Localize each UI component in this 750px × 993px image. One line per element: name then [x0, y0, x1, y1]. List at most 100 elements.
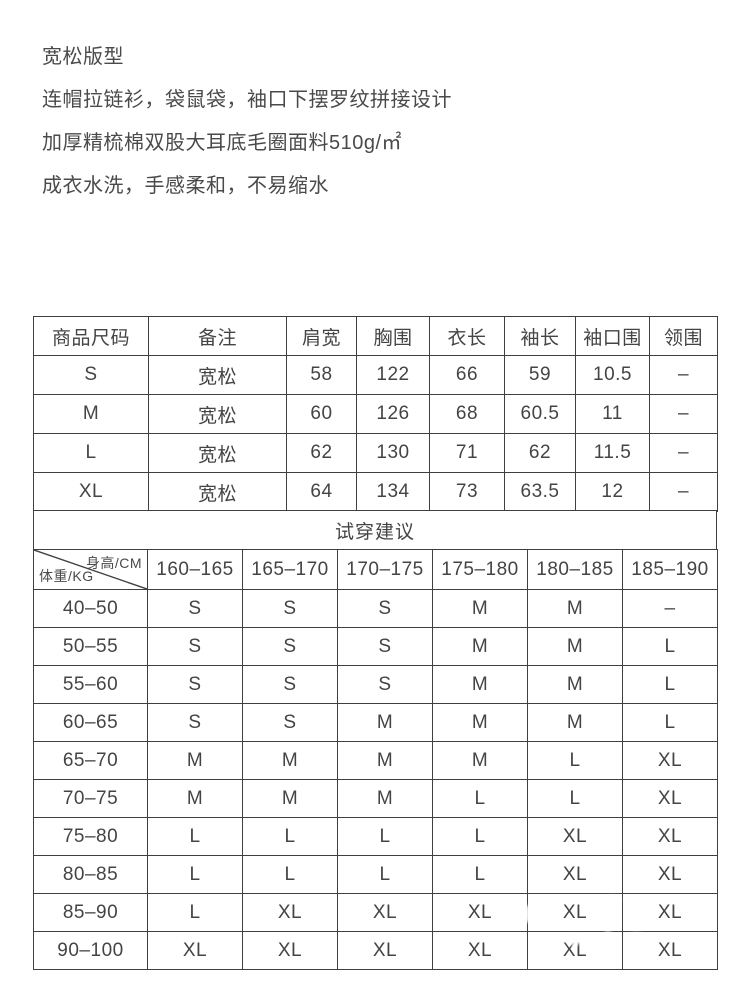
recommended-size-cell: L	[432, 817, 528, 856]
fit-advice-title: 试穿建议	[33, 510, 717, 550]
recommended-size-cell: L	[337, 855, 433, 894]
size-cell: 宽松	[148, 394, 287, 434]
fit-row: 55–60 S S S M M L	[33, 665, 718, 704]
size-chart-header-row: 商品尺码 备注 肩宽 胸围 衣长 袖长 袖口围 领围	[33, 316, 718, 356]
recommended-size-cell: XL	[527, 817, 623, 856]
recommended-size-cell: L	[622, 665, 718, 704]
recommended-size-cell: S	[147, 627, 243, 666]
height-range-header: 185–190	[622, 549, 718, 590]
size-cell: S	[33, 355, 149, 395]
fit-advice-body: 40–50 S S S M M –50–55 S S S M M L 55–60 S S S M M L 60–65 S S…	[33, 589, 718, 970]
fit-row: 50–55 S S S M M L	[33, 627, 718, 666]
recommended-size-cell: L	[622, 627, 718, 666]
recommended-size-cell: M	[432, 665, 528, 704]
recommended-size-cell: L	[527, 779, 623, 818]
size-cell: 126	[356, 394, 430, 434]
size-cell: –	[649, 433, 718, 473]
size-col-header: 衣长	[429, 316, 505, 356]
size-row: L 宽松 62 130 71 62 11.5–	[33, 433, 718, 473]
recommended-size-cell: M	[432, 741, 528, 780]
recommended-size-cell: S	[147, 665, 243, 704]
recommended-size-cell: L	[242, 855, 338, 894]
weight-range-cell: 90–100	[33, 931, 148, 970]
recommended-size-cell: S	[147, 589, 243, 628]
recommended-size-cell: L	[147, 817, 243, 856]
recommended-size-cell: XL	[622, 893, 718, 932]
recommended-size-cell: XL	[432, 893, 528, 932]
weight-range-cell: 70–75	[33, 779, 148, 818]
fit-row: 85–90 L XL XL XL XL XL	[33, 893, 718, 932]
fit-corner-cell: 身高/CM 体重/KG	[33, 549, 148, 590]
size-cell: 58	[286, 355, 357, 395]
size-col-header: 备注	[148, 316, 287, 356]
recommended-size-cell: S	[337, 665, 433, 704]
recommended-size-cell: S	[242, 703, 338, 742]
product-description: 宽松版型 连帽拉链衫，袋鼠袋，袖口下摆罗纹拼接设计 加厚精梳棉双股大耳底毛圈面料…	[42, 36, 452, 208]
recommended-size-cell: M	[527, 589, 623, 628]
recommended-size-cell: L	[147, 855, 243, 894]
size-cell: 71	[429, 433, 505, 473]
size-cell: 62	[504, 433, 576, 473]
size-col-header: 袖口围	[575, 316, 650, 356]
recommended-size-cell: M	[432, 589, 528, 628]
size-cell: 10.5	[575, 355, 650, 395]
recommended-size-cell: XL	[242, 931, 338, 970]
weight-range-cell: 60–65	[33, 703, 148, 742]
desc-line-fabric: 加厚精梳棉双股大耳底毛圈面料510g/㎡	[42, 132, 403, 154]
size-row: S 宽松 58 122 66 59 10.5–	[33, 355, 718, 395]
desc-line-wash: 成衣水洗，手感柔和，不易缩水	[42, 175, 329, 197]
recommended-size-cell: M	[147, 741, 243, 780]
weight-range-cell: 55–60	[33, 665, 148, 704]
recommended-size-cell: S	[337, 627, 433, 666]
recommended-size-cell: S	[147, 703, 243, 742]
recommended-size-cell: S	[242, 665, 338, 704]
size-cell: M	[33, 394, 149, 434]
recommended-size-cell: M	[242, 779, 338, 818]
recommended-size-cell: M	[337, 741, 433, 780]
height-range-header: 180–185	[527, 549, 623, 590]
fit-row: 40–50 S S S M M –	[33, 589, 718, 628]
recommended-size-cell: L	[527, 741, 623, 780]
recommended-size-cell: M	[337, 703, 433, 742]
size-cell: –	[649, 355, 718, 395]
recommended-size-cell: L	[147, 893, 243, 932]
size-col-header: 商品尺码	[33, 316, 149, 356]
corner-height-label: 身高/CM	[85, 555, 142, 571]
recommended-size-cell: XL	[622, 779, 718, 818]
recommended-size-cell: –	[622, 589, 718, 628]
size-cell: 68	[429, 394, 505, 434]
recommended-size-cell: L	[432, 779, 528, 818]
fit-advice-header-row: 身高/CM 体重/KG 160–165 165–170 170–175 175–180…	[33, 549, 718, 590]
fit-row: 90–100 XL XL XL XL XL XL	[33, 931, 718, 970]
size-cell: 122	[356, 355, 430, 395]
weight-range-cell: 75–80	[33, 817, 148, 856]
height-range-header: 175–180	[432, 549, 528, 590]
recommended-size-cell: M	[527, 703, 623, 742]
recommended-size-cell: XL	[527, 855, 623, 894]
size-chart-table: 商品尺码 备注 肩宽 胸围 衣长 袖长 袖口围 领围 S 宽松 58 122 66 59 10.5– M 宽松…	[33, 316, 718, 512]
size-col-header: 胸围	[356, 316, 430, 356]
size-cell: 134	[356, 472, 430, 512]
size-cell: 宽松	[148, 472, 287, 512]
size-cell: –	[649, 472, 718, 512]
recommended-size-cell: S	[337, 589, 433, 628]
fit-advice-table: 身高/CM 体重/KG 160–165 165–170 170–175 175–180…	[33, 549, 718, 970]
size-cell: L	[33, 433, 149, 473]
recommended-size-cell: M	[527, 665, 623, 704]
recommended-size-cell: M	[432, 627, 528, 666]
recommended-size-cell: S	[242, 589, 338, 628]
size-cell: 73	[429, 472, 505, 512]
size-cell: 宽松	[148, 433, 287, 473]
recommended-size-cell: XL	[622, 741, 718, 780]
recommended-size-cell: S	[242, 627, 338, 666]
recommended-size-cell: M	[337, 779, 433, 818]
size-cell: 64	[286, 472, 357, 512]
weight-range-cell: 50–55	[33, 627, 148, 666]
size-cell: 12	[575, 472, 650, 512]
size-row: XL 宽松 64 134 73 63.5 12–	[33, 472, 718, 512]
recommended-size-cell: XL	[622, 931, 718, 970]
recommended-size-cell: M	[242, 741, 338, 780]
size-cell: 宽松	[148, 355, 287, 395]
weight-range-cell: 40–50	[33, 589, 148, 628]
